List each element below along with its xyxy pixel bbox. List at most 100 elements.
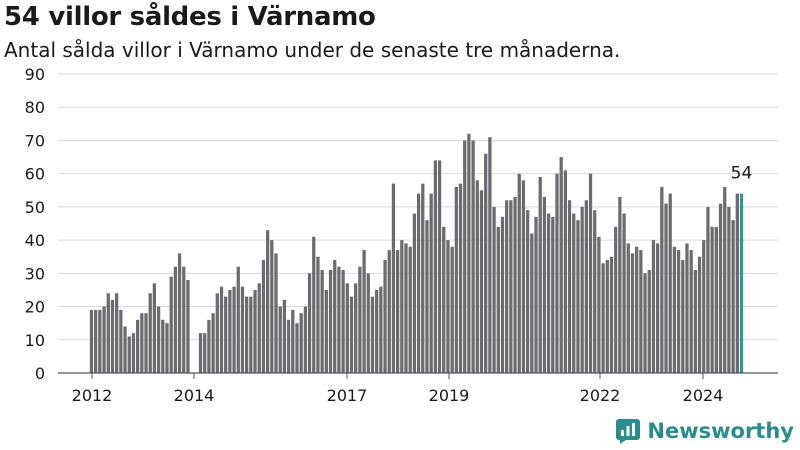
bar bbox=[236, 266, 240, 373]
y-tick-label: 50 bbox=[25, 198, 45, 217]
bar bbox=[718, 203, 723, 373]
bar bbox=[647, 270, 651, 373]
bar bbox=[727, 206, 731, 373]
bar bbox=[245, 296, 249, 373]
bar bbox=[580, 206, 584, 373]
bar bbox=[156, 306, 161, 373]
y-tick-label: 10 bbox=[25, 331, 45, 350]
bar bbox=[182, 266, 186, 373]
bar bbox=[660, 186, 664, 373]
bar bbox=[605, 260, 609, 373]
x-tick-label: 2022 bbox=[580, 386, 621, 405]
bar bbox=[257, 283, 261, 373]
bar bbox=[437, 160, 442, 373]
bar bbox=[593, 210, 597, 373]
bar bbox=[651, 240, 656, 373]
bar bbox=[525, 210, 530, 373]
bar bbox=[471, 140, 475, 373]
bar bbox=[253, 289, 257, 373]
newsworthy-logo-icon bbox=[616, 419, 641, 444]
bar bbox=[425, 220, 429, 373]
bar bbox=[723, 186, 727, 373]
bar bbox=[488, 137, 492, 373]
bar bbox=[186, 279, 190, 373]
x-tick-label: 2019 bbox=[429, 386, 470, 405]
bar bbox=[467, 133, 471, 373]
bar bbox=[710, 226, 714, 373]
bar bbox=[131, 333, 136, 373]
bar bbox=[375, 289, 379, 373]
y-tick-label: 0 bbox=[35, 364, 45, 383]
bar bbox=[224, 296, 228, 373]
bar bbox=[421, 183, 425, 373]
bar bbox=[370, 296, 375, 373]
y-tick-label: 20 bbox=[25, 298, 45, 317]
bar bbox=[433, 160, 438, 373]
bar bbox=[362, 250, 366, 373]
bar bbox=[110, 299, 115, 373]
x-tick-label: 2012 bbox=[72, 386, 113, 405]
bar bbox=[668, 193, 672, 373]
bar bbox=[521, 180, 526, 373]
bar bbox=[643, 273, 647, 373]
bar bbox=[484, 153, 488, 373]
bar bbox=[534, 216, 538, 373]
bar bbox=[576, 220, 580, 373]
bar bbox=[655, 243, 660, 373]
bar bbox=[148, 293, 152, 373]
bar bbox=[295, 323, 299, 373]
bar bbox=[697, 256, 702, 373]
bar bbox=[492, 206, 496, 373]
bar bbox=[572, 213, 576, 373]
bar bbox=[597, 236, 601, 373]
bar bbox=[500, 216, 505, 373]
bar bbox=[94, 309, 98, 373]
bar bbox=[198, 333, 203, 373]
bar bbox=[454, 186, 458, 373]
bar bbox=[228, 289, 232, 373]
bar bbox=[622, 213, 626, 373]
bar bbox=[546, 213, 551, 373]
bar bbox=[299, 313, 303, 373]
bar bbox=[320, 270, 324, 373]
bar bbox=[681, 260, 685, 373]
bar bbox=[270, 240, 274, 373]
x-tick-label: 2024 bbox=[683, 386, 724, 405]
bar bbox=[635, 246, 639, 373]
bar bbox=[588, 173, 593, 373]
bar bbox=[639, 250, 643, 373]
bar bbox=[349, 296, 354, 373]
bar bbox=[412, 213, 417, 373]
bar bbox=[152, 283, 157, 373]
x-tick-label: 2014 bbox=[174, 386, 215, 405]
bar bbox=[559, 157, 563, 373]
bar bbox=[517, 173, 521, 373]
bar bbox=[127, 336, 131, 373]
bar bbox=[286, 319, 291, 373]
bar bbox=[115, 293, 119, 373]
bar bbox=[450, 246, 454, 373]
bar bbox=[702, 240, 706, 373]
x-axis: 2012 2014 2017 2019 2022 2024 bbox=[72, 373, 724, 405]
bar bbox=[601, 263, 605, 373]
bar bbox=[219, 286, 224, 373]
bar bbox=[282, 299, 287, 373]
bar bbox=[442, 226, 446, 373]
bar bbox=[240, 286, 245, 373]
bar bbox=[538, 176, 542, 373]
bar bbox=[404, 243, 408, 373]
bar bbox=[337, 266, 341, 373]
bar bbox=[416, 193, 421, 373]
bar bbox=[731, 220, 735, 373]
bar bbox=[165, 323, 169, 373]
bar bbox=[614, 226, 618, 373]
bar bbox=[530, 233, 534, 373]
bar bbox=[475, 180, 479, 373]
bar bbox=[609, 256, 614, 373]
bar bbox=[358, 266, 362, 373]
y-tick-label: 90 bbox=[25, 65, 45, 84]
bar bbox=[706, 206, 710, 373]
bar bbox=[161, 319, 165, 373]
bar bbox=[584, 200, 588, 373]
